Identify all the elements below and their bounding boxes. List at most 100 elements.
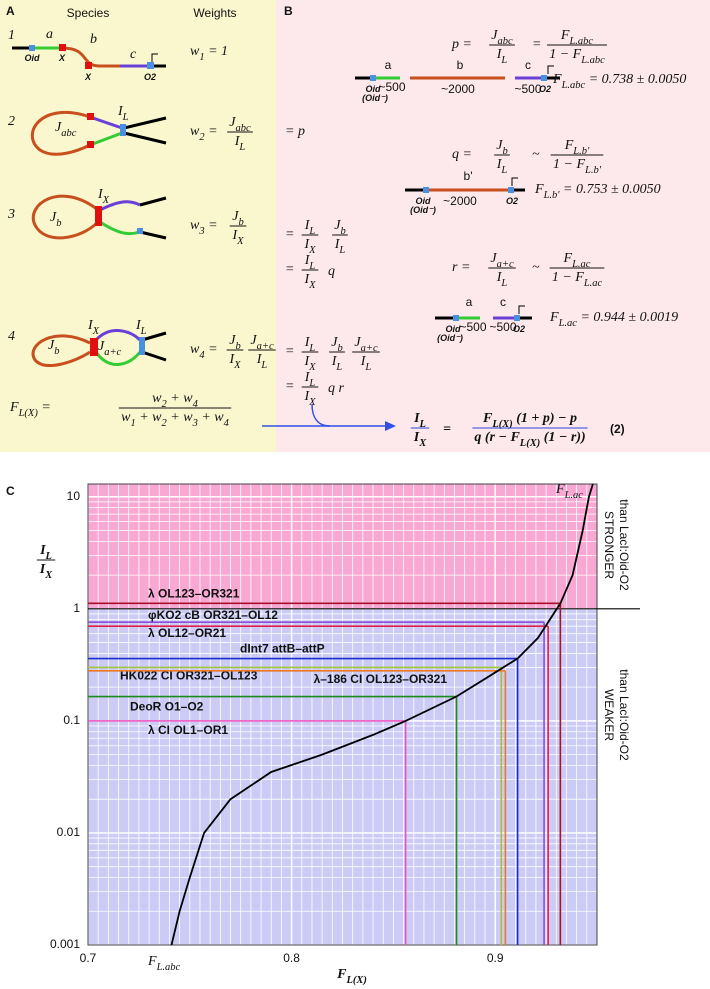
formula-text: IX (303, 354, 316, 373)
label: X (58, 53, 66, 63)
formula-text: Jabc (491, 28, 513, 47)
formula-text: IL (360, 354, 372, 373)
label: Oid (366, 84, 382, 94)
formula-text: IX (303, 237, 316, 256)
label: c (525, 58, 531, 72)
formula-text: FL.ac (555, 482, 583, 501)
x-tick-label: 0.9 (487, 951, 504, 965)
formula-text: IL (304, 253, 316, 272)
label: ~500 (489, 320, 516, 334)
label: O2 (539, 84, 551, 94)
formula-text: w4 = (190, 342, 218, 361)
formula-text: IX (413, 430, 427, 449)
formula-text: FL.abc (560, 28, 594, 47)
formula-text: IL (496, 47, 508, 66)
label: ~2000 (443, 194, 477, 208)
formula-text: Jb (496, 138, 507, 157)
formula-text: IX (231, 228, 244, 247)
region-label: than LacI:Oid-O2 (617, 669, 631, 761)
formula-text: Ja+c (354, 335, 378, 354)
label: Oid (25, 53, 41, 63)
y-tick-label: 0.01 (57, 825, 81, 839)
label: (Oid⁻) (437, 333, 463, 343)
formula-text: 1 − FL.b' (553, 157, 602, 176)
formula-text: q (328, 264, 335, 279)
threshold-label: λ–186 CI OL123–OR321 (314, 672, 448, 686)
formula-text: Jb (229, 333, 240, 352)
formula-text: = p (285, 124, 305, 139)
formula-text: IX (87, 318, 100, 337)
formula-text: = (285, 262, 294, 277)
formula-text: p = (451, 37, 472, 52)
formula-text: Ja+c (490, 251, 514, 270)
label: Oid (416, 196, 432, 206)
threshold-label: λ OL123–OR321 (148, 586, 240, 600)
formula-text: Jb (331, 335, 342, 354)
formula-text: 1 (8, 28, 15, 43)
formula-text: FL.abc = 0.738 ± 0.0050 (552, 72, 686, 91)
label: O2 (144, 72, 156, 82)
formula-text: ~ (532, 147, 540, 162)
formula-text: IL (135, 318, 147, 337)
header: Species (67, 6, 110, 20)
formula-text: FL(X) (336, 967, 367, 986)
formula-text: IL (331, 354, 343, 373)
formula-text: IL (413, 411, 426, 430)
promoters (151, 53, 554, 314)
formula-text: w3 = (190, 218, 218, 237)
formula-text: Jabc (55, 120, 77, 139)
threshold-label: dInt7 attB–attP (240, 642, 325, 656)
formula-text: r = (452, 260, 470, 275)
formula-text: FL.b' = 0.753 ± 0.0050 (534, 182, 661, 201)
formula-text: w1 = 1 (190, 44, 228, 63)
label: X (84, 72, 92, 82)
formula-text: FL(X) = (9, 400, 51, 419)
region-label: STRONGER (602, 511, 616, 579)
formula-text: IL (304, 370, 316, 389)
formula-text: IL (234, 134, 246, 153)
label: ~2000 (441, 82, 475, 96)
formula-text: FL(X) (1 + p) − p (482, 411, 577, 430)
threshold-label: λ CI OL1–OR1 (148, 723, 228, 737)
formula-text: = (285, 227, 294, 242)
formula-text: FL.abc (147, 954, 181, 973)
formula-text: IL (496, 157, 508, 176)
y-tick-label: 1 (73, 601, 80, 615)
x-tick-label: 0.7 (80, 951, 97, 965)
formula-text: a (46, 27, 53, 42)
formula-text: IL (117, 104, 129, 123)
formula-text: IL (256, 352, 268, 371)
formula-text: = (532, 37, 541, 52)
formula-text: FL.b' (564, 138, 590, 157)
formula-text: Jb (334, 218, 345, 237)
label: b' (464, 169, 473, 183)
label: O2 (506, 196, 518, 206)
y-tick-label: 0.001 (50, 937, 80, 951)
formula-text: 3 (7, 207, 15, 222)
x-tick-label: 0.8 (283, 951, 300, 965)
dna-diagrams (12, 46, 560, 367)
threshold-label: φKO2 cB OR321–OL12 (148, 608, 278, 622)
label: b (457, 58, 464, 72)
y-tick-label: 0.1 (63, 713, 80, 727)
formula-text: IX (228, 352, 241, 371)
arrow (262, 403, 396, 431)
sites (29, 44, 547, 356)
region-label: WEAKER (602, 689, 616, 741)
formula-text: IX (303, 272, 316, 291)
y-tick-label: 10 (67, 489, 81, 503)
formula-text: Jb (50, 210, 61, 229)
formula-text: c (130, 47, 137, 62)
formula-text: = (443, 422, 451, 437)
formula-text: IX (303, 389, 316, 408)
label: Oid (446, 324, 462, 334)
panel-label: C (6, 484, 15, 498)
formula-text: Ja+c (250, 333, 274, 352)
formula-text: IX (39, 562, 53, 581)
label: (Oid⁻) (410, 205, 436, 215)
formula-text: w2 + w4 (152, 391, 198, 410)
formula-text: IL (39, 543, 52, 562)
formula-text: 1 − FL.ac (552, 270, 603, 289)
formula-text: Jabc (229, 115, 251, 134)
formula-text: IL (304, 218, 316, 237)
